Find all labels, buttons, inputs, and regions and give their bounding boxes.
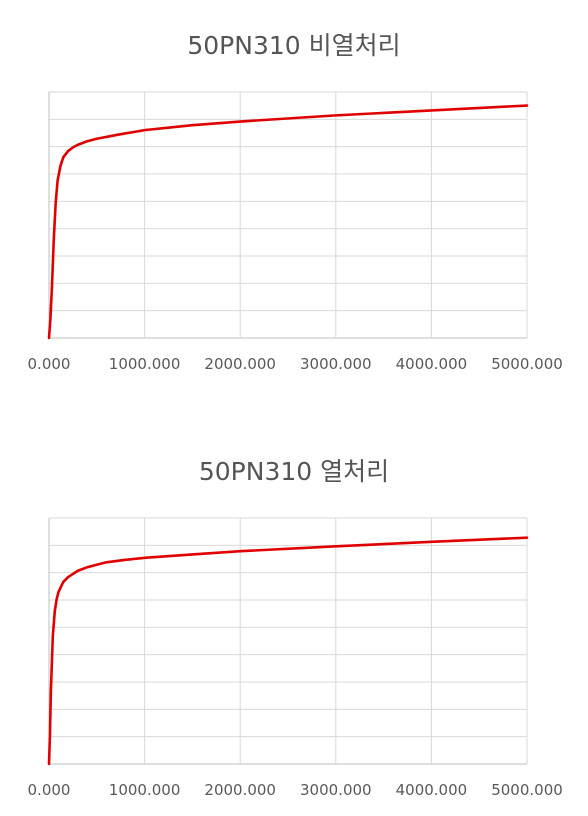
x-tick-label: 2000.000 [204,781,276,799]
series-line [47,536,529,766]
series-line [47,104,529,340]
x-tick-label: 3000.000 [300,781,372,799]
x-tick-label: 5000.000 [491,355,563,373]
x-tick-label: 0.000 [28,781,71,799]
x-tick-label: 5000.000 [491,781,563,799]
x-tick-label: 1000.000 [109,781,181,799]
x-tick-label: 0.000 [28,355,71,373]
x-tick-label: 4000.000 [396,355,468,373]
chart-heat-treated: 0.000 1000.000 2000.000 3000.000 4000.000 500… [28,517,563,799]
x-tick-label: 4000.000 [396,781,468,799]
x-tick-label: 1000.000 [109,355,181,373]
x-tick-label: 3000.000 [300,355,372,373]
x-tick-label: 2000.000 [204,355,276,373]
chart-title-heat-treated: 50PN310 열처리 [198,457,390,486]
chart-title-non-heat-treated: 50PN310 비열처리 [187,31,401,60]
chart-non-heat-treated: 0.000 1000.000 2000.000 3000.000 4000.000 500… [28,91,563,373]
